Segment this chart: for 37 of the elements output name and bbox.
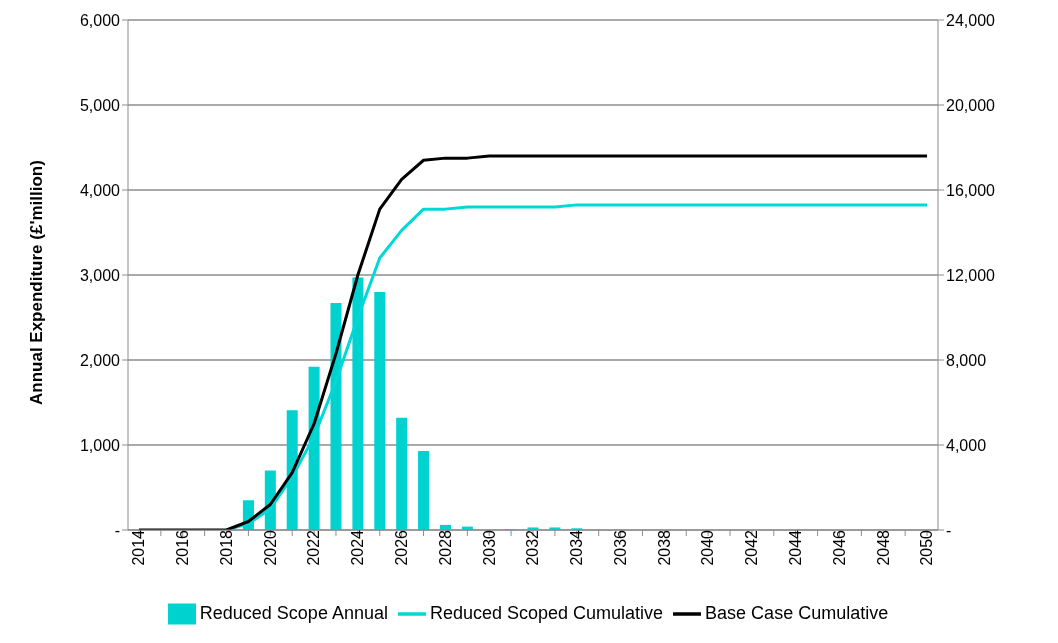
y2-tick-label: 4,000 (946, 436, 987, 454)
x-tick-label: 2040 (699, 529, 717, 566)
y2-tick-label: - (946, 521, 952, 539)
y-tick-label: 3,000 (79, 266, 121, 284)
x-tick-label: 2044 (787, 529, 805, 566)
legend-label: Reduced Scoped Cumulative (429, 602, 664, 623)
x-tick-label: 2016 (174, 529, 192, 566)
x-tick-label: 2024 (349, 529, 367, 566)
x-tick-label: 2014 (130, 529, 148, 566)
x-tick-label: 2046 (830, 529, 848, 566)
legend-label: Base Case Cumulative (705, 602, 889, 623)
x-tick-label: 2036 (611, 529, 629, 566)
y-tick-label: 6,000 (79, 11, 121, 29)
y2-tick-label: 16,000 (946, 181, 996, 199)
x-tick-label: 2032 (524, 529, 542, 566)
y-tick-label: - (114, 521, 120, 539)
x-tick-label: 2028 (436, 529, 454, 566)
y-tick-label: 4,000 (79, 181, 121, 199)
x-tick-label: 2034 (568, 529, 586, 566)
y2-tick-label: 20,000 (946, 96, 996, 114)
y-tick-label: 5,000 (79, 96, 121, 114)
y2-tick-label: 8,000 (946, 351, 987, 369)
legend-label: Reduced Scope Annual (199, 602, 388, 623)
x-tick-label: 2020 (261, 529, 279, 566)
y-tick-label: 2,000 (79, 351, 121, 369)
x-tick-label: 2026 (393, 529, 411, 566)
x-tick-label: 2048 (874, 529, 892, 566)
x-tick-label: 2018 (217, 529, 235, 566)
y-tick-label: 1,000 (79, 436, 121, 454)
x-tick-label: 2042 (743, 529, 761, 566)
y2-tick-label: 12,000 (946, 266, 996, 284)
x-tick-label: 2022 (305, 529, 323, 566)
x-tick-label: 2050 (918, 529, 936, 566)
y-axis-title: Annual Expenditure (£'million) (27, 160, 47, 405)
x-tick-label: 2030 (480, 529, 498, 566)
x-tick-label: 2038 (655, 529, 673, 566)
y2-tick-label: 24,000 (946, 11, 996, 29)
